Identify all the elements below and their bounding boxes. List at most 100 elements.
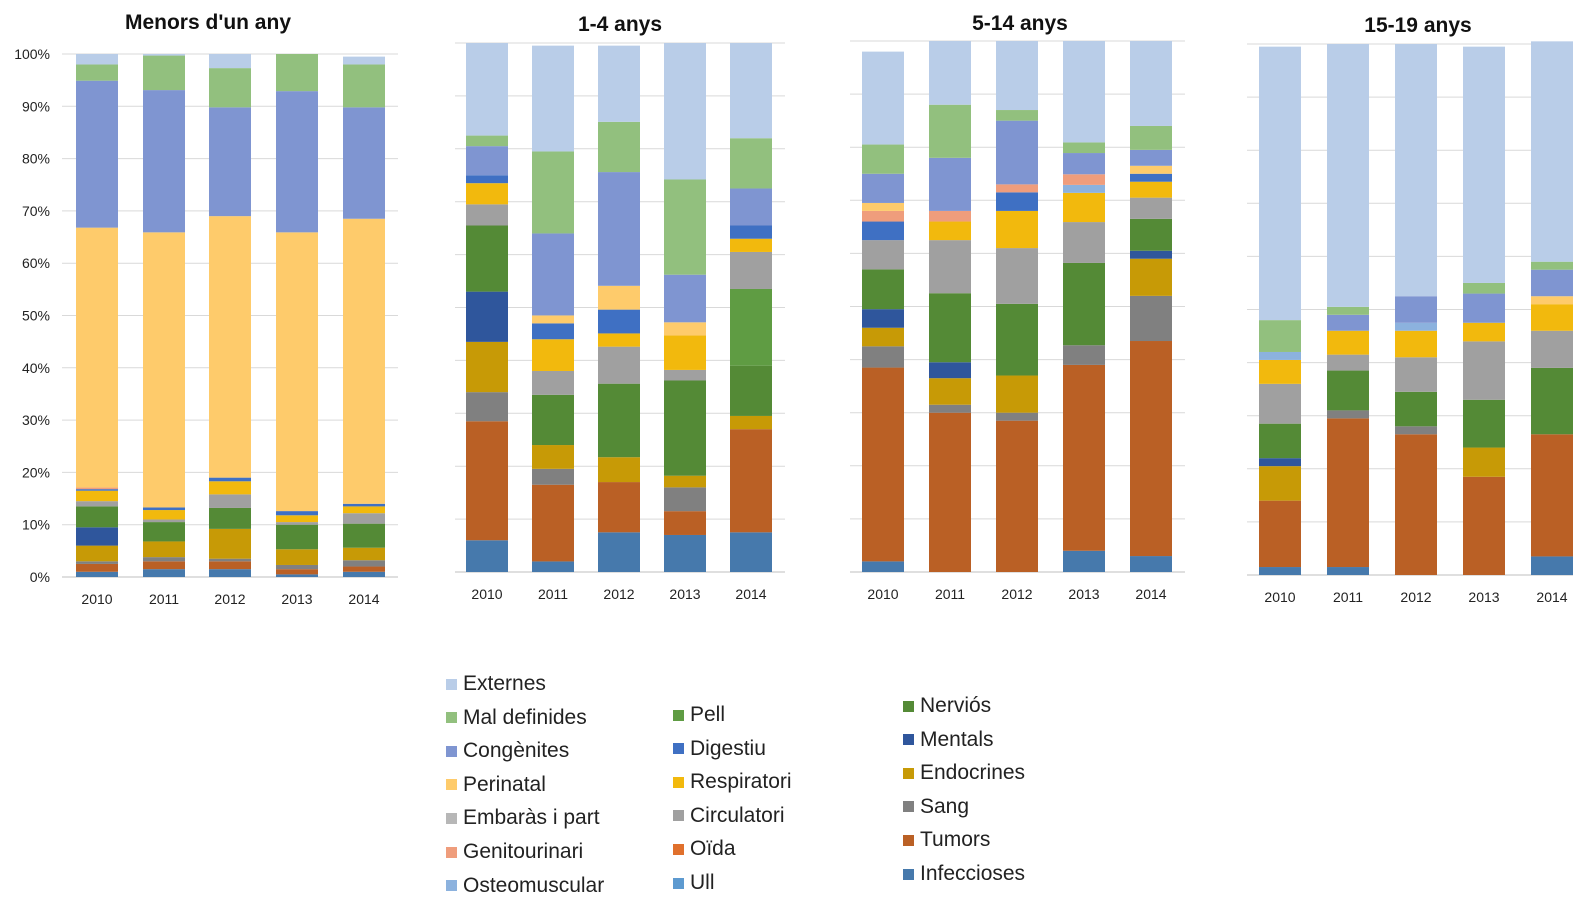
bar-segment — [143, 510, 185, 520]
y-tick-label: 30% — [22, 412, 50, 428]
bar-segment — [209, 477, 251, 482]
bar-segment — [1395, 391, 1437, 427]
bar-segment — [209, 507, 251, 529]
legend-swatch — [446, 745, 457, 757]
bar-segment — [862, 210, 904, 222]
y-tick-label: 0% — [30, 569, 50, 585]
bar-segment — [1130, 556, 1172, 572]
bar-segment — [276, 549, 318, 565]
bar-segment — [1531, 304, 1573, 331]
bar-segment — [276, 232, 318, 512]
bar-segment — [466, 204, 508, 226]
bar-segment — [276, 569, 318, 575]
bar-segment — [862, 144, 904, 174]
legend-label: Mal definides — [463, 705, 587, 729]
bar-segment — [343, 566, 385, 572]
legend-swatch — [446, 712, 457, 724]
bar-segment — [1531, 434, 1573, 557]
bar-segment — [76, 527, 118, 546]
legend-label: Infeccioses — [920, 862, 1026, 885]
legend-label: Oïda — [690, 837, 736, 861]
x-tick-label: 2010 — [867, 586, 898, 602]
y-tick-label: 20% — [22, 464, 50, 480]
chart-title: 5-14 anys — [972, 12, 1068, 35]
bar-segment — [929, 210, 971, 222]
bar-segment — [1531, 41, 1573, 262]
bar-segment — [1463, 322, 1505, 342]
bar-segment — [730, 138, 772, 189]
bar-segment — [76, 506, 118, 528]
bar-segment — [76, 545, 118, 562]
bar-segment — [1327, 354, 1369, 371]
bar-segment — [862, 202, 904, 211]
bar-segment — [532, 468, 574, 485]
bar-segment — [532, 323, 574, 340]
bar-segment — [598, 532, 640, 572]
y-tick-label: 90% — [22, 98, 50, 114]
bar-segment — [1531, 367, 1573, 435]
bar-segment — [1130, 250, 1172, 259]
bar-segment — [1531, 296, 1573, 305]
bar-segment — [996, 110, 1038, 121]
x-tick-label: 2010 — [471, 586, 502, 602]
y-tick-label: 40% — [22, 360, 50, 376]
bar-segment — [276, 564, 318, 570]
legend-label: Endocrines — [920, 761, 1026, 785]
legend-item: Digestiu — [673, 736, 766, 762]
y-tick-label: 100% — [14, 46, 50, 62]
legend-label: Genitourinari — [463, 840, 584, 863]
bar-segment — [929, 362, 971, 379]
bar-segment — [1327, 567, 1369, 575]
bar-segment — [1259, 458, 1301, 467]
bar-segment — [1395, 426, 1437, 435]
bar-segment — [343, 571, 385, 577]
bar-segment — [466, 341, 508, 393]
bar-segment — [598, 346, 640, 384]
bar-segment — [343, 64, 385, 108]
bar-segment — [1327, 330, 1369, 355]
legend-swatch — [903, 767, 914, 779]
bar-segment — [343, 560, 385, 567]
bar-segment — [209, 481, 251, 495]
legend-label: Circulatori — [690, 803, 785, 827]
legend-swatch — [446, 812, 457, 824]
legend-item: Respiratori — [673, 769, 792, 795]
legend-item: Embaràs i part — [446, 805, 600, 831]
bar-segment — [730, 43, 772, 139]
bar-segment — [466, 183, 508, 205]
bar-segment — [1463, 46, 1505, 283]
bar-segment — [343, 513, 385, 524]
bar-segment — [1259, 351, 1301, 360]
x-tick-label: 2010 — [1264, 589, 1295, 605]
legend-label: Osteomuscular — [463, 873, 605, 897]
legend-item: Externes — [446, 671, 546, 697]
chart-panel-1: Menors d'un any 0% 10% 20% 30% 40% 50% 60% 70% 80… — [14, 11, 398, 607]
bar-segment — [209, 561, 251, 570]
bar-segment — [143, 55, 185, 91]
bar-segment — [532, 233, 574, 316]
bar-segment — [466, 225, 508, 292]
bar-segment — [1395, 330, 1437, 358]
legend-swatch — [673, 743, 684, 755]
legend-item: Nerviós — [903, 693, 991, 719]
bar-segment — [1259, 46, 1301, 321]
x-tick-label: 2012 — [1001, 586, 1032, 602]
bar-segment — [143, 90, 185, 233]
bar-segment — [664, 534, 706, 572]
bar-segment — [1130, 173, 1172, 182]
bar-segment — [76, 490, 118, 502]
bar-segment — [143, 561, 185, 570]
legend-label: Perinatal — [463, 772, 546, 796]
bar-segment — [730, 532, 772, 572]
legend-swatch — [673, 843, 684, 855]
x-tick-label: 2011 — [149, 591, 179, 607]
bar-segment — [1463, 341, 1505, 400]
bar-segment — [730, 251, 772, 289]
bar-segment — [664, 380, 706, 476]
legend-item: Sang — [903, 794, 969, 820]
bar-segment — [76, 489, 118, 491]
legend-item: Circulatori — [673, 803, 785, 829]
bar-segment — [1327, 314, 1369, 331]
bar-segment — [929, 412, 971, 572]
bar-segment — [996, 248, 1038, 304]
